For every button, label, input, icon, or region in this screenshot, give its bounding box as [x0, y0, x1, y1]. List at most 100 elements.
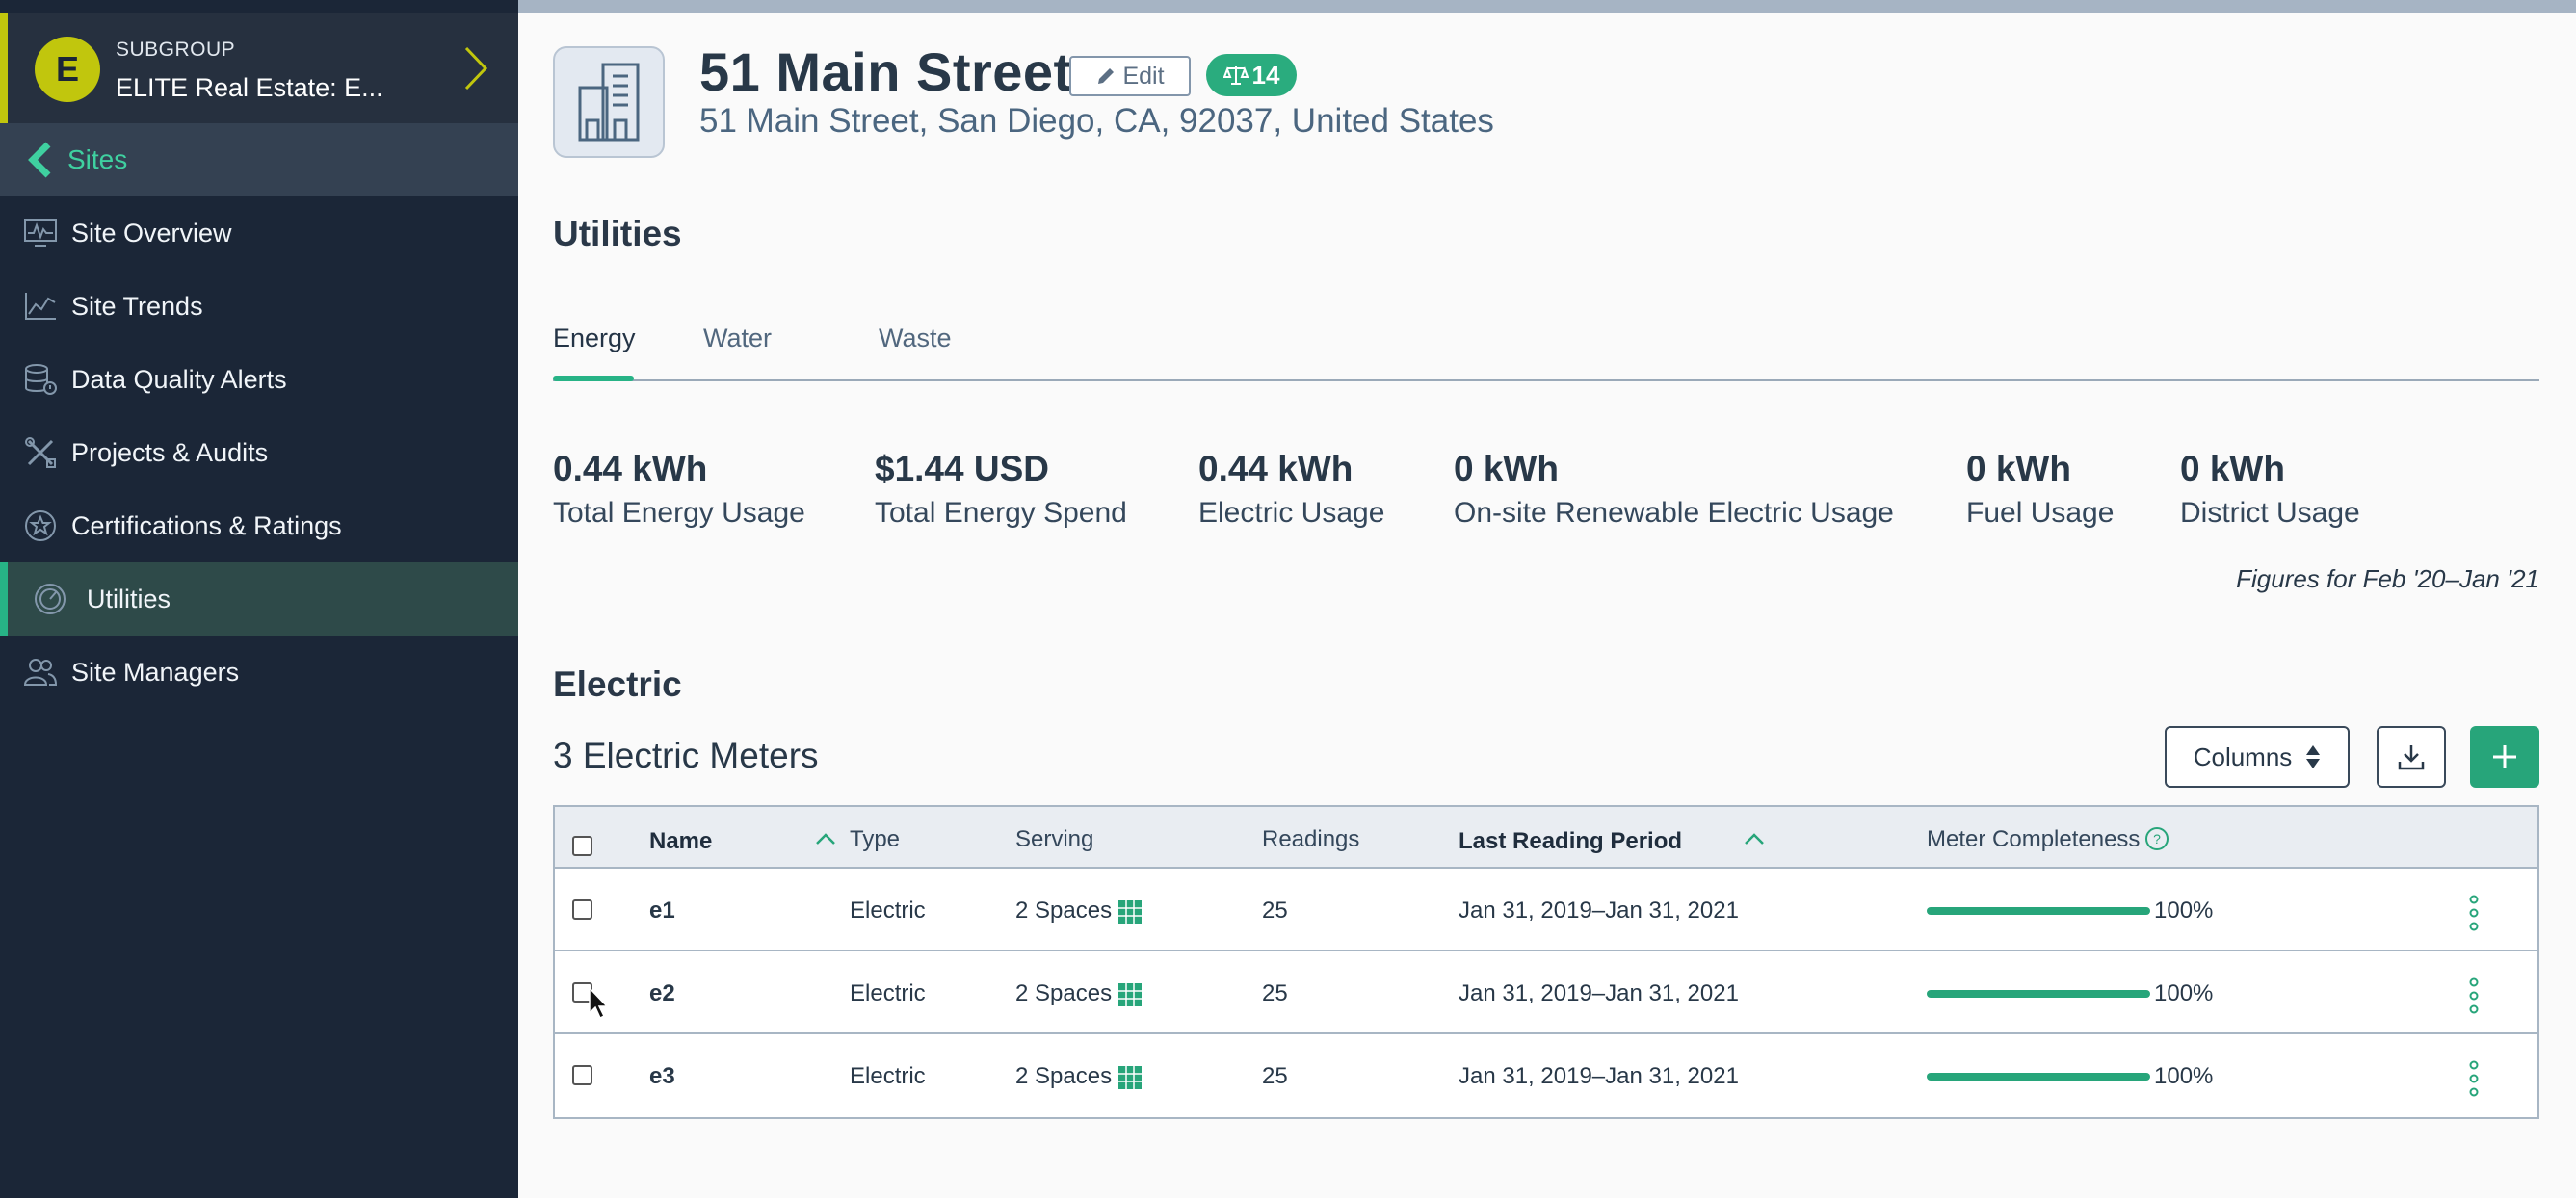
sort-asc-icon[interactable] [815, 832, 836, 846]
sort-asc-icon[interactable] [1744, 832, 1765, 846]
meter-serving[interactable]: 2 Spaces [1015, 980, 1143, 1007]
sidebar-item-site-managers[interactable]: Site Managers [0, 636, 518, 709]
column-header-readings[interactable]: Readings [1262, 826, 1360, 852]
sidebar-item-utilities[interactable]: Utilities [0, 562, 518, 636]
completeness-bar [1927, 990, 2150, 998]
row-checkbox[interactable] [572, 899, 592, 920]
table-header: Name Type Serving Readings Last Reading … [555, 807, 2537, 869]
metric-label: Fuel Usage [1966, 497, 2115, 529]
meter-name[interactable]: e3 [649, 1063, 675, 1089]
avatar: E [35, 37, 100, 102]
electric-heading: Electric [553, 664, 682, 704]
meter-type: Electric [850, 980, 926, 1006]
sidebar-item-site-overview[interactable]: Site Overview [0, 196, 518, 270]
download-icon [2398, 745, 2425, 770]
meter-type: Electric [850, 898, 926, 924]
download-button[interactable] [2377, 726, 2446, 788]
mouse-cursor-icon [589, 986, 609, 1020]
metric-total-energy-usage: 0.44 kWh Total Energy Usage [553, 449, 805, 530]
sidebar-item-label: Site Trends [71, 291, 203, 321]
spaces-icon [1118, 1065, 1143, 1089]
metric-label: Total Energy Spend [875, 497, 1127, 529]
metric-onsite-renewable: 0 kWh On-site Renewable Electric Usage [1454, 449, 1894, 530]
completeness-percent: 100% [2154, 1063, 2214, 1089]
edit-button[interactable]: Edit [1069, 56, 1191, 96]
select-all-checkbox[interactable] [572, 836, 592, 856]
utility-tabs: Energy Water Waste [553, 302, 2539, 381]
tab-water[interactable]: Water [703, 324, 773, 352]
metric-value: 0 kWh [1966, 449, 2071, 488]
serving-text: 2 Spaces [1015, 1063, 1113, 1089]
sidebar-item-label: Data Quality Alerts [71, 364, 287, 394]
help-icon[interactable]: ? [2144, 826, 2169, 851]
utilities-heading: Utilities [553, 214, 682, 253]
table-row[interactable]: e2 Electric 2 Spaces 25 Jan 31, 2019–Jan… [555, 951, 2537, 1034]
metric-value: 0 kWh [2180, 449, 2285, 488]
sidebar-item-data-quality-alerts[interactable]: Data Quality Alerts [0, 343, 518, 416]
badge-count: 14 [1251, 60, 1280, 90]
building-icon [553, 46, 665, 158]
metric-total-energy-spend: $1.44 USD Total Energy Spend [875, 449, 1127, 530]
subgroup-name: ELITE Real Estate: E... [116, 73, 383, 102]
back-to-sites-link[interactable]: Sites [0, 123, 518, 196]
completeness-bar [1927, 1073, 2150, 1081]
columns-label: Columns [2193, 742, 2293, 771]
certificate-star-icon [21, 507, 60, 545]
table-row[interactable]: e1 Electric 2 Spaces 25 Jan 31, 2019–Jan… [555, 869, 2537, 951]
column-header-type[interactable]: Type [850, 826, 901, 852]
metric-value: 0 kWh [1454, 449, 1559, 488]
meters-count-title: 3 Electric Meters [553, 736, 819, 775]
column-header-meter-completeness[interactable]: Meter Completeness [1927, 826, 2141, 852]
sidebar-item-certifications-ratings[interactable]: Certifications & Ratings [0, 489, 518, 562]
more-vertical-icon[interactable] [2468, 1059, 2480, 1098]
meter-name[interactable]: e2 [649, 980, 675, 1006]
chart-monitor-icon [21, 214, 60, 252]
tab-waste[interactable]: Waste [879, 324, 952, 352]
more-vertical-icon[interactable] [2468, 894, 2480, 932]
database-alert-icon [21, 360, 60, 399]
more-vertical-icon[interactable] [2468, 977, 2480, 1015]
tab-energy[interactable]: Energy [553, 324, 636, 352]
plus-icon [2493, 745, 2516, 768]
meter-type: Electric [850, 1063, 926, 1089]
spaces-icon [1118, 899, 1143, 924]
meter-readings: 25 [1262, 898, 1288, 924]
sidebar-item-site-trends[interactable]: Site Trends [0, 270, 518, 343]
column-header-name[interactable]: Name [649, 828, 713, 854]
serving-text: 2 Spaces [1015, 980, 1113, 1006]
meter-name[interactable]: e1 [649, 898, 675, 924]
tools-icon [21, 433, 60, 472]
sidebar-item-label: Site Overview [71, 218, 232, 247]
sidebar: E SUBGROUP ELITE Real Estate: E... Sites… [0, 0, 518, 1198]
completeness-percent: 100% [2154, 898, 2214, 924]
edit-label: Edit [1122, 62, 1165, 90]
sidebar-item-label: Certifications & Ratings [71, 510, 342, 540]
completeness-percent: 100% [2154, 980, 2214, 1006]
metric-label: On-site Renewable Electric Usage [1454, 497, 1894, 529]
add-meter-button[interactable] [2470, 726, 2539, 788]
chevron-right-icon[interactable] [462, 44, 489, 92]
serving-text: 2 Spaces [1015, 898, 1113, 924]
gauge-icon [31, 580, 69, 618]
main-content: 51 Main Street Edit 14 51 Main Street, S… [518, 13, 2576, 1198]
table-row[interactable]: e3 Electric 2 Spaces 25 Jan 31, 2019–Jan… [555, 1034, 2537, 1117]
metric-district-usage: 0 kWh District Usage [2180, 449, 2360, 530]
column-header-serving[interactable]: Serving [1015, 826, 1094, 852]
compliance-badge[interactable]: 14 [1206, 54, 1297, 96]
sort-arrows-icon [2306, 745, 2321, 768]
row-checkbox[interactable] [572, 1065, 592, 1085]
meter-readings: 25 [1262, 980, 1288, 1006]
metric-value: 0.44 kWh [1198, 449, 1354, 488]
metric-fuel-usage: 0 kWh Fuel Usage [1966, 449, 2114, 530]
subgroup-switcher[interactable]: E SUBGROUP ELITE Real Estate: E... [0, 13, 518, 123]
columns-button[interactable]: Columns [2165, 726, 2350, 788]
sidebar-item-label: Site Managers [71, 657, 240, 687]
meter-serving[interactable]: 2 Spaces [1015, 1063, 1143, 1090]
sidebar-item-projects-audits[interactable]: Projects & Audits [0, 416, 518, 489]
users-icon [21, 653, 60, 691]
meter-serving[interactable]: 2 Spaces [1015, 898, 1143, 925]
meters-table: Name Type Serving Readings Last Reading … [553, 805, 2539, 1119]
meter-last-period: Jan 31, 2019–Jan 31, 2021 [1459, 898, 1739, 924]
page-title: 51 Main Street [699, 41, 1072, 102]
column-header-last-reading-period[interactable]: Last Reading Period [1459, 828, 1683, 854]
